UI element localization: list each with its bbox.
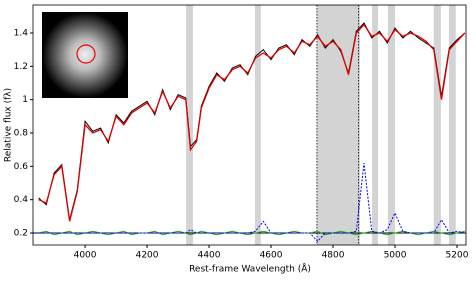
x-tick-label: 4200 (136, 251, 159, 261)
masked-band (433, 5, 441, 245)
y-tick-label: 0.4 (14, 195, 29, 205)
masked-band (372, 5, 378, 245)
x-axis-label: Rest-frame Wavelength (Å) (189, 263, 311, 275)
x-tick-label: 5200 (446, 251, 469, 261)
masked-band (316, 5, 360, 245)
y-tick-label: 0.8 (14, 129, 29, 139)
x-tick-label: 4000 (74, 251, 97, 261)
series-line (38, 230, 465, 236)
y-tick-label: 1 (22, 95, 28, 105)
x-tick-label: 5000 (384, 251, 407, 261)
y-axis-label: Relative flux (fλ) (4, 88, 14, 162)
y-tick-label: 1.2 (14, 62, 28, 72)
x-tick-label: 4800 (322, 251, 345, 261)
x-tick-label: 4600 (260, 251, 283, 261)
series-line (38, 23, 466, 222)
masked-band (186, 5, 193, 245)
y-tick-label: 1.4 (14, 29, 29, 39)
y-tick-label: 0.2 (14, 229, 28, 239)
masked-band (254, 5, 261, 245)
y-tick-label: 0.6 (14, 162, 29, 172)
series-line (38, 162, 465, 243)
masked-band (448, 5, 456, 245)
x-tick-label: 4400 (198, 251, 221, 261)
inset-image (42, 12, 128, 98)
inset-aperture (76, 44, 96, 64)
masked-band (387, 5, 396, 245)
plot-frame (32, 4, 467, 246)
